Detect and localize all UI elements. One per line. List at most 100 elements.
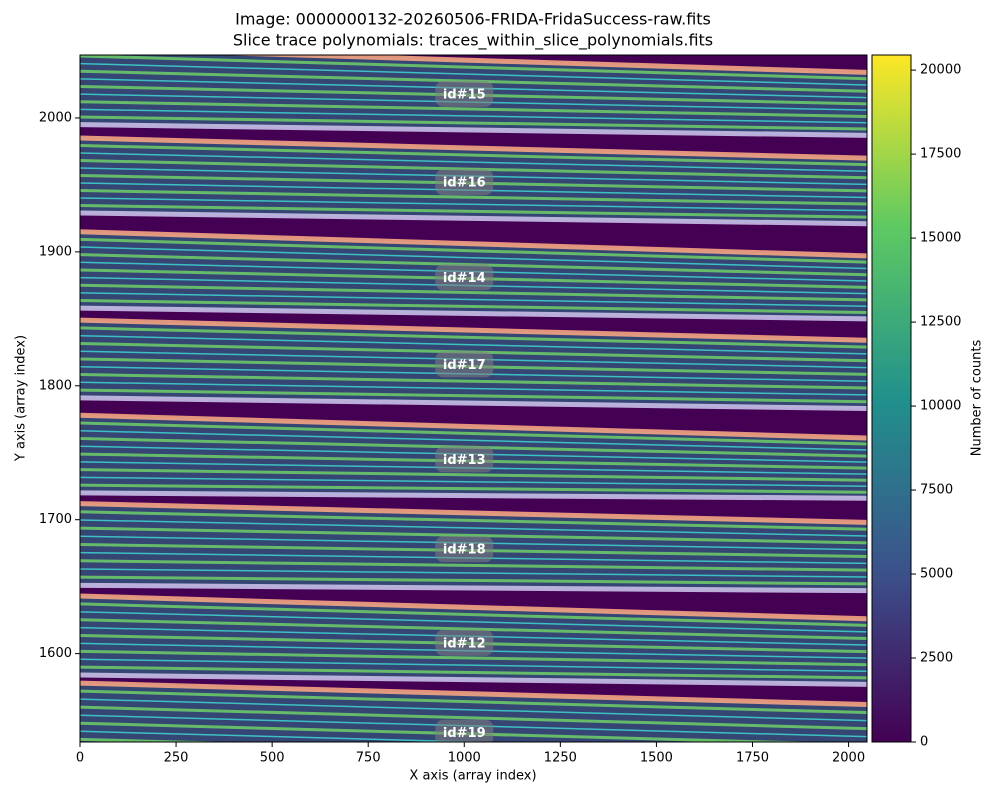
slice-bottom-edge [80,395,867,412]
slice-bottom-edge [80,122,867,138]
x-tick-label: 1500 [640,751,673,766]
chart-title: Image: 0000000132-20260506-FRIDA-FridaSu… [235,10,711,29]
fiber-trace [80,618,867,640]
fiber-trace [80,602,867,627]
fiber-trace [80,246,867,270]
fiber-trace [80,388,867,404]
fiber-trace [80,283,867,302]
fiber-trace [80,292,867,307]
fiber-trace [80,526,867,545]
plot-frame [79,54,868,743]
slice-label: id#18 [443,543,486,558]
x-tick-label: 2000 [832,751,865,766]
slice-top-edge [80,593,867,622]
slice-bottom-edge [80,305,867,322]
fiber-trace [80,698,867,722]
fiber-trace [80,483,867,494]
slice-label: id#14 [443,271,486,286]
fiber-trace [80,568,867,578]
y-tick-label: 2000 [39,110,72,125]
fiber-trace [80,373,867,390]
slice-label-box [435,264,494,291]
fiber-trace [80,62,867,86]
y-tick-label: 1600 [39,646,72,661]
fiber-trace [80,476,867,487]
x-tick-label: 1250 [544,751,577,766]
colorbar-label: Number of counts [970,340,985,457]
slice-top-edge [80,501,867,525]
fiber-trace [80,730,501,742]
fiber-trace [80,510,867,531]
fiber-trace [80,100,867,118]
fiber-trace [80,649,867,667]
fiber-trace [80,144,867,167]
x-tick-label: 0 [76,751,84,766]
y-axis-label: Y axis (array index) [14,335,29,462]
slice-label: id#19 [443,726,486,741]
colorbar-tick-label: 20000 [920,63,961,78]
y-tick-label: 1900 [39,244,72,259]
colorbar-tick-label: 5000 [920,567,953,582]
slice-top-edge [80,229,867,259]
fiber-trace [80,115,867,131]
y-tick-label: 1700 [39,512,72,527]
slice-label-box [435,536,494,563]
fiber-trace [80,237,867,264]
slice-bottom-edge [80,490,867,501]
fiber-trace [80,381,867,396]
y-tick-label: 1800 [39,378,72,393]
x-tick-label: 250 [164,751,189,766]
fiber-trace [80,559,867,572]
colorbar-tick-label: 17500 [920,147,961,162]
fiber-trace [80,611,867,633]
fiber-trace [80,705,867,731]
x-tick-label: 500 [260,751,285,766]
fiber-trace [80,326,867,349]
fiber-trace [80,421,867,446]
image-area: id#15 id#16 id#14 id#17 id#13 id#18 id#12 id#19 [80,55,867,742]
x-tick-label: 750 [356,751,381,766]
fiber-trace [80,658,867,673]
colorbar-tick-label: 2500 [920,651,953,666]
x-axis-label: X axis (array index) [409,769,536,784]
fiber-trace [80,298,867,315]
fiber-trace [80,468,867,482]
fiber-trace [80,55,867,81]
colorbar-tick-label: 10000 [920,399,961,414]
slice-label: id#16 [443,176,486,191]
slice-bottom-edge [80,672,867,687]
slice-top-edge [80,680,867,708]
slice-label: id#12 [443,636,486,651]
slice-label-box [435,629,494,656]
slice-label: id#13 [443,453,486,468]
slice-label-box [435,719,494,742]
slice-bottom-edge [80,210,867,227]
colorbar-tick-label: 7500 [920,483,953,498]
x-tick-label: 1000 [448,751,481,766]
slice-label-box [435,80,494,107]
fiber-trace [80,159,867,180]
x-tick-label: 1750 [736,751,769,766]
chart-subtitle: Slice trace polynomials: traces_within_s… [233,31,713,51]
colorbar-tick-label: 15000 [920,231,961,246]
slice-top-edge [80,412,867,441]
slice-label-box [435,169,494,196]
slice-label-box [435,446,494,473]
slice-bottom-edge [80,582,867,594]
slice-label: id#17 [443,358,486,373]
colorbar-tick-label: 12500 [920,315,961,330]
slice-top-edge [80,317,867,343]
fiber-trace [80,689,867,715]
fiber-trace [80,197,867,212]
fiber-trace [80,189,867,206]
slice-label: id#15 [443,87,486,102]
fiber-trace [80,152,867,172]
fiber-trace [80,665,867,680]
fiber-trace [80,204,867,219]
slice-top-edge [216,55,867,75]
fiber-trace [80,575,867,586]
fiber-trace [80,519,867,537]
slice-top-edge [80,135,867,161]
fiber-trace [80,108,867,124]
